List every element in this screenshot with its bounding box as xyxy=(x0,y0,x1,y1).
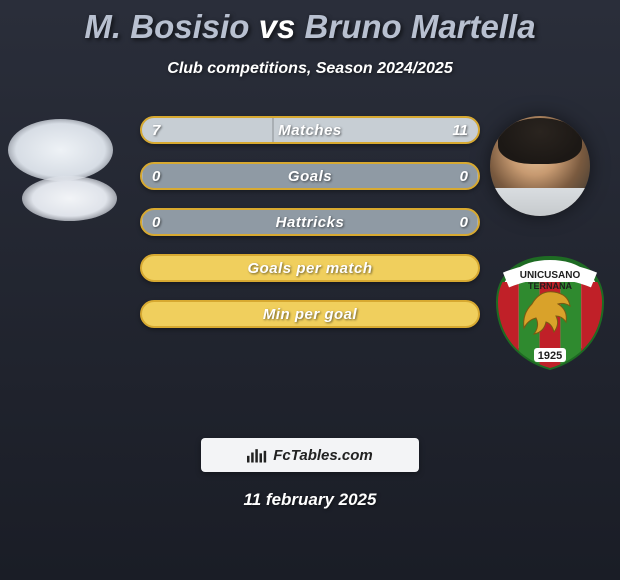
stat-bar: Hattricks0 0 xyxy=(140,208,480,236)
stat-label: Goals per match xyxy=(142,256,478,280)
svg-text:UNICUSANO: UNICUSANO xyxy=(520,270,581,281)
bar-chart-icon xyxy=(247,447,267,463)
fctables-badge[interactable]: FcTables.com xyxy=(201,438,419,472)
comparison-stage: UNICUSANO TERNANA 1925 Matches711Goals00… xyxy=(0,116,620,416)
player2-club-crest: UNICUSANO TERNANA 1925 xyxy=(490,252,610,372)
svg-text:1925: 1925 xyxy=(538,350,562,362)
comparison-title: M. Bosisio vs Bruno Martella xyxy=(0,0,620,46)
stat-label: Min per goal xyxy=(142,302,478,326)
stat-bar: Goals per match xyxy=(140,254,480,282)
stat-label: Hattricks xyxy=(142,210,478,234)
vs-label: vs xyxy=(259,8,296,45)
player2-avatar xyxy=(490,116,590,216)
ternana-crest-svg: UNICUSANO TERNANA 1925 xyxy=(490,252,610,372)
stat-bar: Matches7 11 xyxy=(140,116,480,144)
stat-value-right: 11 xyxy=(452,118,468,142)
stat-value-right: 0 xyxy=(460,164,468,188)
subtitle: Club competitions, Season 2024/2025 xyxy=(0,60,620,78)
stat-value-left: 0 xyxy=(152,210,160,234)
player1-club-crest xyxy=(22,176,117,221)
stat-bar: Min per goal xyxy=(140,300,480,328)
stat-bar: Goals0 0 xyxy=(140,162,480,190)
stat-value-right: 0 xyxy=(460,210,468,234)
fctables-label: FcTables.com xyxy=(273,447,372,464)
date-label: 11 february 2025 xyxy=(0,490,620,510)
svg-text:TERNANA: TERNANA xyxy=(528,281,572,291)
stat-value-left: 7 xyxy=(152,118,160,142)
player1-avatar xyxy=(8,119,113,181)
player2-name: Bruno Martella xyxy=(305,8,536,45)
stat-value-left: 0 xyxy=(152,164,160,188)
stat-bars: Matches711Goals00Hattricks00Goals per ma… xyxy=(140,116,480,328)
player1-name: M. Bosisio xyxy=(84,8,249,45)
stat-label: Goals xyxy=(142,164,478,188)
stat-label: Matches xyxy=(142,118,478,142)
